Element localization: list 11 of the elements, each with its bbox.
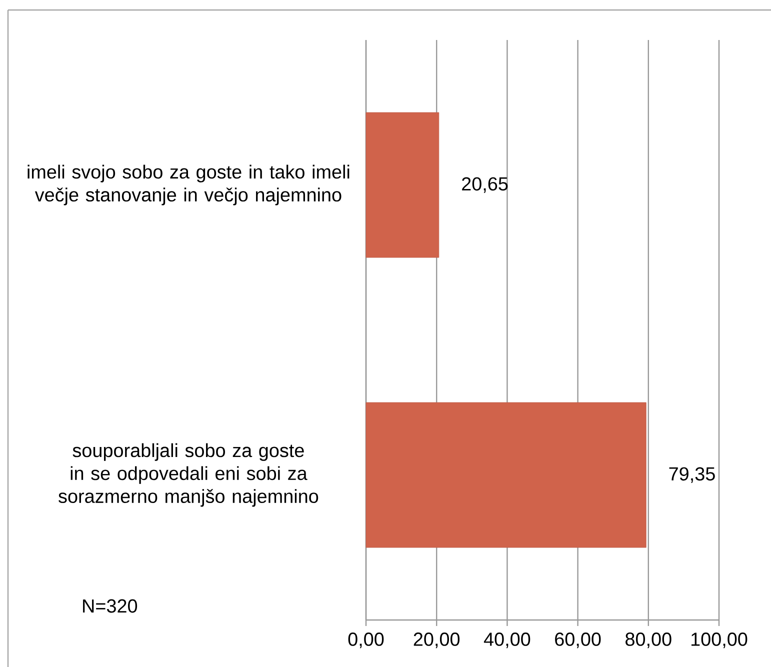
data-label: 79,35 [669, 467, 715, 483]
x-tick-label: 80,00 [626, 632, 672, 648]
x-tick-label: 60,00 [555, 632, 601, 648]
x-tick-label: 0,00 [348, 632, 384, 648]
y-tick-label: imeli svojo sobo za goste in tako imeli večje stanovanje in večjo najemnino [28, 164, 350, 206]
y-tick-label: souporabljali sobo za goste in se odpovedali eni sobi za sorazmerno manjšo najemnino [58, 443, 318, 507]
text: N=320 [83, 599, 138, 613]
x-tick-label: 40,00 [484, 632, 530, 648]
data-label: 20,65 [462, 177, 508, 193]
x-tick-label: 20,00 [414, 632, 460, 648]
x-tick-label: 100,00 [691, 632, 748, 648]
